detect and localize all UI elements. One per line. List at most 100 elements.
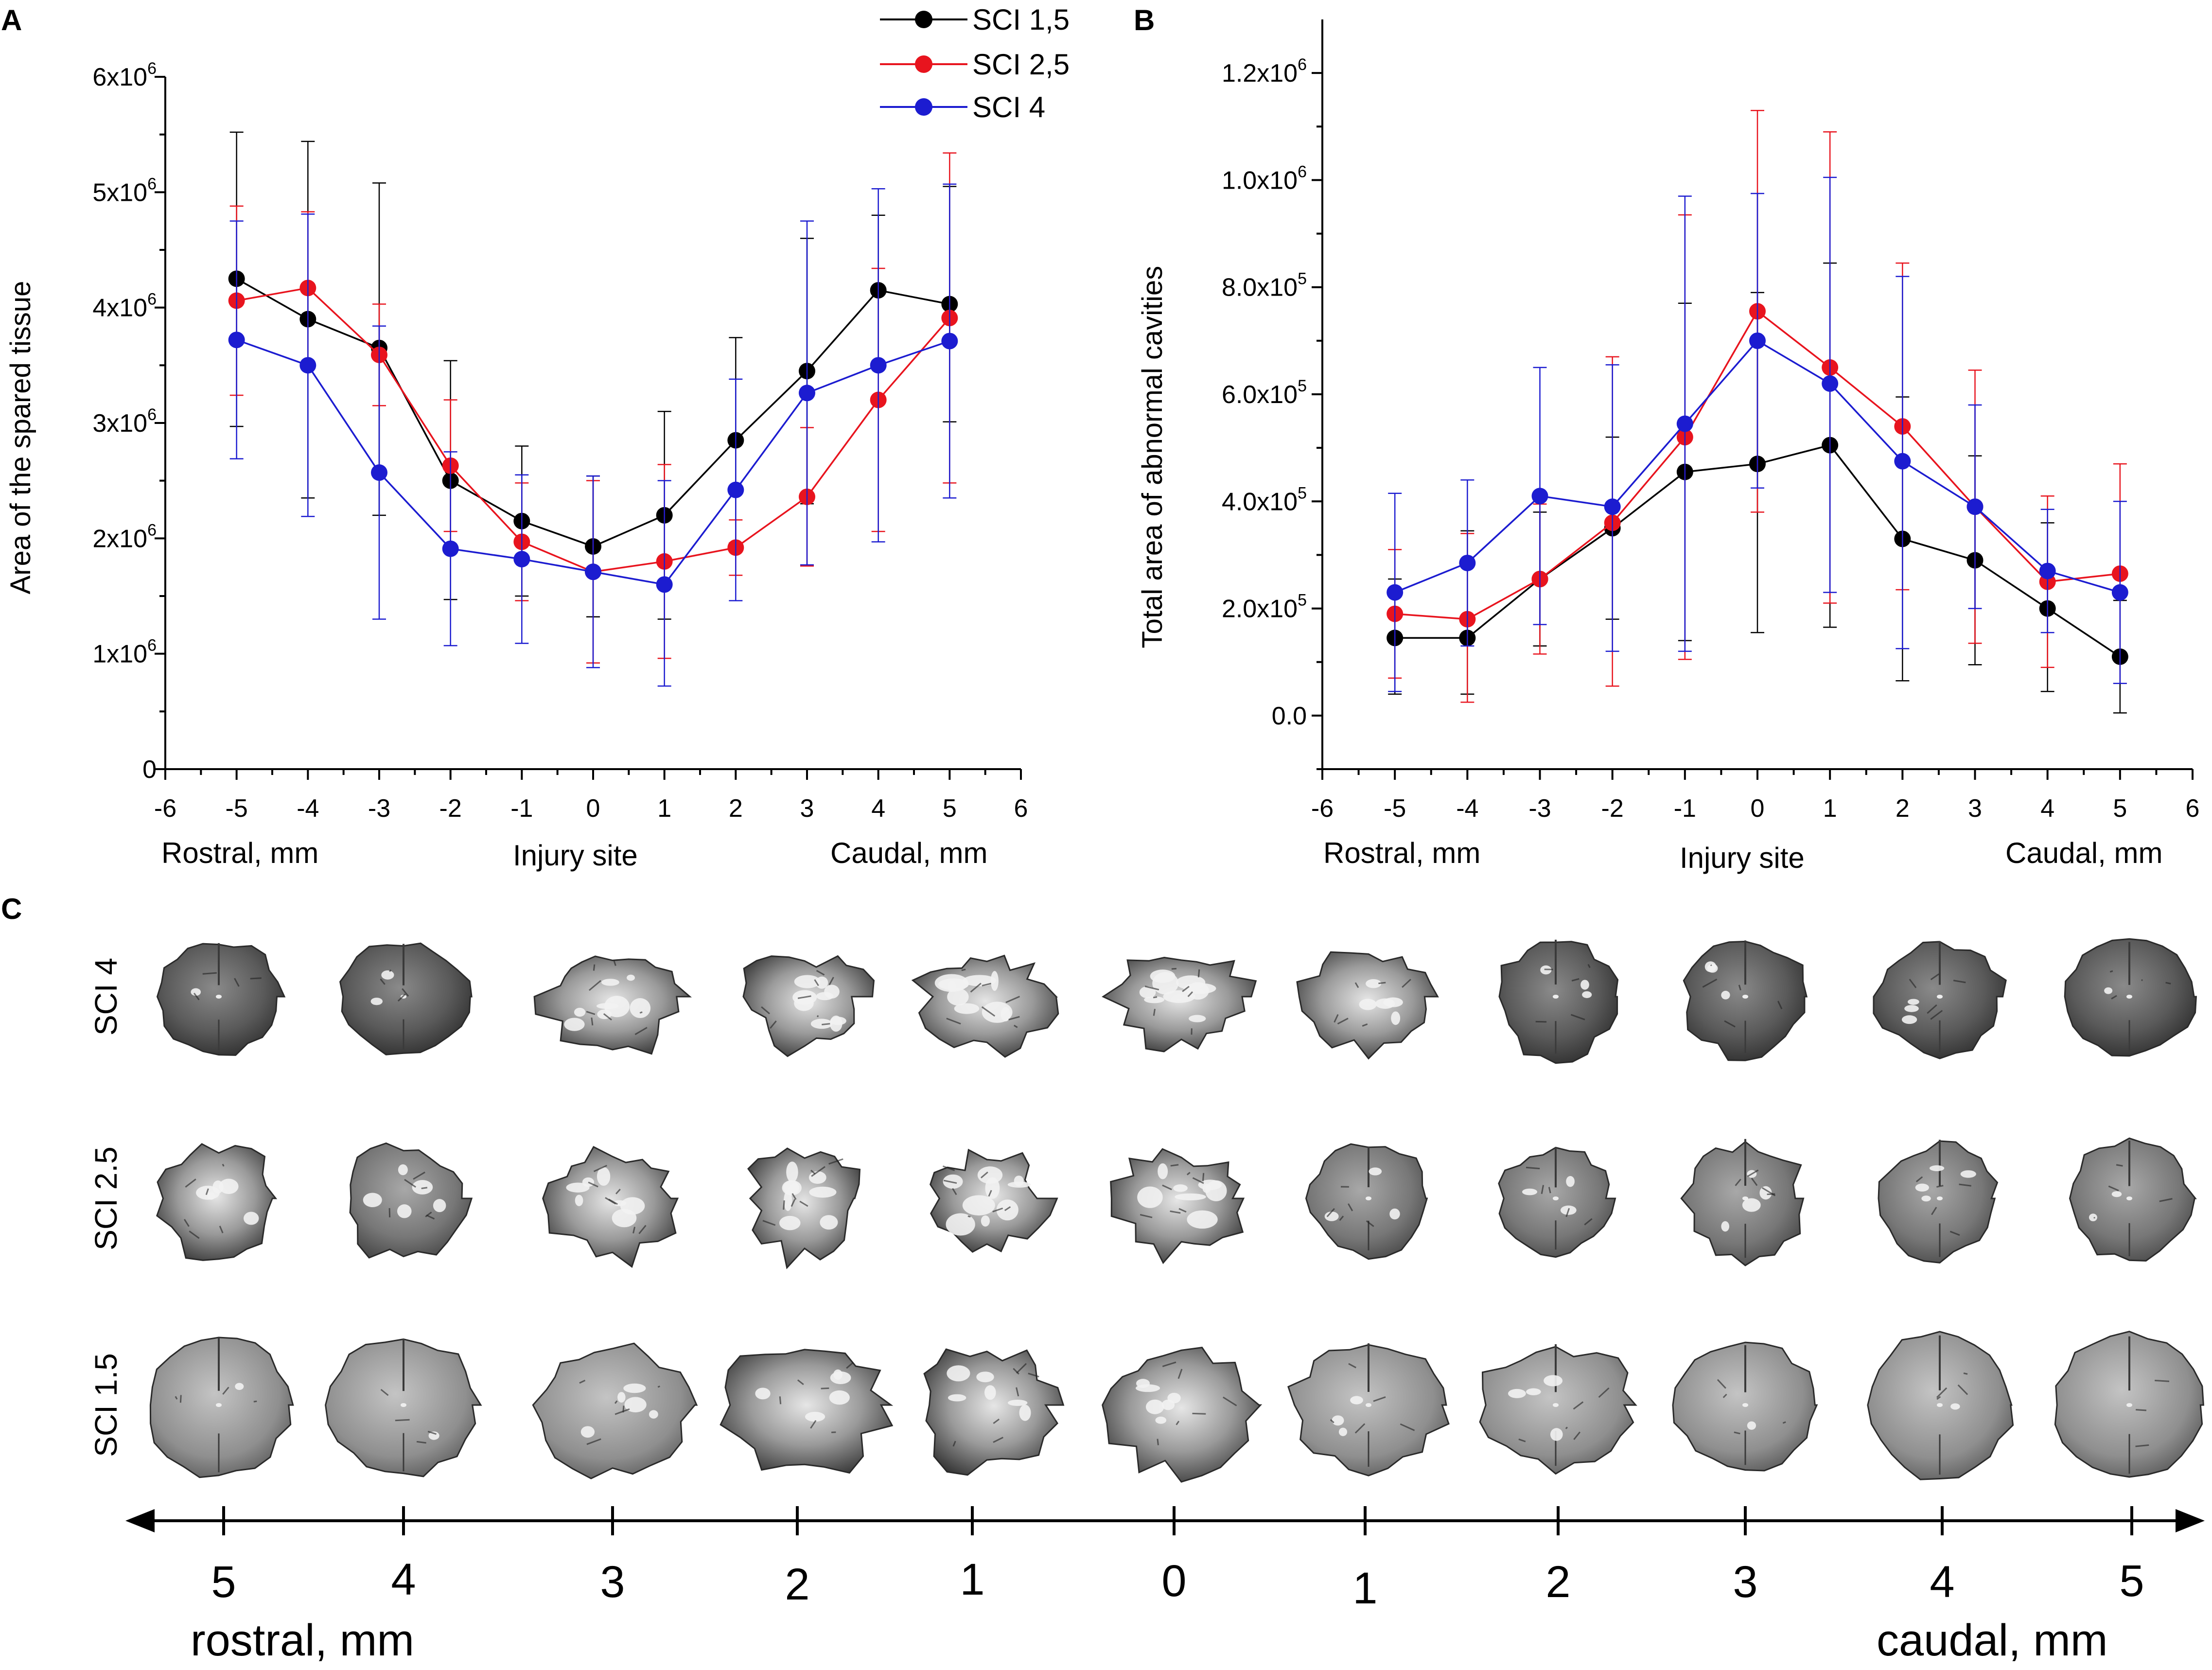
chart-a-point-sci4: [799, 385, 815, 402]
chart-b-x-tick-label: 0: [1751, 794, 1765, 823]
chart-a-xlabel-injury: Injury site: [513, 839, 638, 872]
chart-b-y-tick-label: 1.0x106: [1222, 162, 1307, 194]
position-axis: 5 4 3 2 1 0 1 2 3 4 5: [125, 1506, 2205, 1613]
chart-b-y-tick-label: 1.2x106: [1222, 55, 1307, 88]
chart-a-x-tick-label: -4: [297, 794, 319, 823]
chart-b-point-sci4: [2111, 584, 2128, 601]
spinal-section-3-1: [149, 1336, 294, 1478]
chart-b-x-tick-label: 3: [1968, 794, 1982, 823]
chart-a-x-tick-label: 5: [943, 794, 957, 823]
spinal-section-2-11: [2069, 1137, 2197, 1262]
spinal-section-3-4: [720, 1349, 894, 1474]
chart-a-x-tick-label: -2: [439, 794, 462, 823]
chart-b-y-tick-label: 4.0x105: [1222, 484, 1307, 516]
spinal-section-1-1: [156, 943, 286, 1056]
chart-a-ylabel: Area of the spared tissue: [5, 281, 36, 595]
spinal-section-1-7: [1296, 951, 1439, 1060]
chart-b-point-sci4: [1531, 488, 1548, 505]
chart-b-y-tick-label: 6.0x105: [1222, 377, 1307, 409]
chart-a-x-tick-label: 6: [1014, 794, 1028, 823]
chart-a-y-tick-label: 0: [142, 756, 157, 784]
chart-a-y-tick-label: 5x106: [92, 175, 157, 207]
legend-marker-sci4: [915, 98, 932, 116]
chart-a-y-tick-label: 1x106: [92, 636, 157, 668]
chart-b-ylabel: Total area of abnormal cavities: [1137, 266, 1168, 649]
chart-b-xlabel-rostral: Rostral, mm: [1323, 837, 1480, 869]
chart-a-point-sci4: [442, 540, 459, 557]
row-label-sci15: SCI 1.5: [88, 1353, 123, 1457]
chart-b-xlabel-caudal: Caudal, mm: [2005, 837, 2162, 869]
chart-b-y-tick-label: 2.0x105: [1222, 591, 1307, 623]
panel-label-a: A: [1, 4, 22, 36]
chart-b-x-tick-label: -5: [1384, 794, 1406, 823]
position-tick-label: 1: [1352, 1564, 1377, 1613]
spinal-section-2-8: [1498, 1146, 1616, 1258]
panel-label-b: B: [1134, 4, 1155, 36]
position-tick-label: 5: [211, 1557, 236, 1607]
row-label-sci25: SCI 2.5: [88, 1146, 123, 1250]
legend: SCI 1,5 SCI 2,5 SCI 4: [880, 3, 1070, 123]
spinal-section-2-4: [747, 1147, 861, 1269]
legend-label-sci4: SCI 4: [972, 91, 1045, 123]
chart-a-x-tick-label: -6: [154, 794, 176, 823]
position-tick-label: 4: [391, 1555, 416, 1604]
position-tick-label: 0: [1161, 1556, 1186, 1606]
chart-b-point-sci4: [1822, 375, 1839, 392]
chart-b-point-sci4: [1387, 584, 1404, 601]
spinal-section-1-8: [1498, 939, 1619, 1064]
chart-b-x-tick-label: -4: [1456, 794, 1478, 823]
chart-b-point-sci4: [1676, 415, 1693, 432]
chart-b-x-tick-label: -6: [1311, 794, 1334, 823]
position-tick-label: 2: [1545, 1557, 1570, 1607]
chart-a-x-tick-label: 2: [729, 794, 743, 823]
chart-b-y-tick-label: 0.0: [1272, 702, 1307, 730]
position-tick-label: 2: [785, 1560, 809, 1609]
chart-a-x-tick-label: 1: [657, 794, 671, 823]
spinal-section-3-6: [1102, 1346, 1263, 1483]
spinal-section-3-5: [923, 1348, 1065, 1476]
spinal-section-3-2: [325, 1338, 482, 1477]
chart-b-xlabel-injury: Injury site: [1680, 842, 1805, 874]
chart-a-point-sci4: [585, 563, 601, 580]
spinal-section-1-6: [1102, 956, 1257, 1053]
panel-label-c: C: [1, 893, 22, 925]
position-tick-label: 1: [960, 1555, 984, 1604]
spinal-section-3-7: [1287, 1343, 1450, 1477]
chart-a-x-tick-label: -3: [368, 794, 390, 823]
chart-a-point-sci4: [228, 332, 245, 349]
spinal-section-3-3: [532, 1342, 698, 1479]
chart-a-point-sci4: [941, 333, 958, 350]
spinal-section-1-4: [742, 955, 875, 1057]
spinal-section-3-9: [1672, 1341, 1818, 1472]
chart-a-x-tick-label: -1: [510, 794, 533, 823]
chart-a-point-sci4: [299, 357, 316, 374]
spinal-section-1-5: [911, 954, 1059, 1058]
rostral-label: rostral, mm: [191, 1616, 414, 1665]
spinal-section-2-6: [1110, 1148, 1245, 1265]
position-tick-label: 3: [600, 1557, 625, 1607]
chart-a-xlabel-rostral: Rostral, mm: [161, 837, 318, 869]
chart-a-point-sci4: [727, 481, 744, 498]
chart-a-x-tick-label: 3: [800, 794, 814, 823]
spinal-section-1-2: [339, 942, 473, 1055]
caudal-label: caudal, mm: [1877, 1616, 2108, 1665]
chart-b-point-sci4: [1966, 498, 1984, 515]
chart-a-x-tick-label: -5: [226, 794, 248, 823]
legend-label-sci15: SCI 1,5: [972, 3, 1070, 36]
spinal-section-1-3: [533, 955, 692, 1055]
spinal-section-3-10: [1867, 1331, 2014, 1480]
spinal-section-3-11: [2054, 1331, 2204, 1478]
chart-b-x-tick-label: -2: [1601, 794, 1624, 823]
chart-b-x-tick-label: 1: [1823, 794, 1837, 823]
position-tick-label: 4: [1930, 1557, 1954, 1607]
chart-a-y-tick-label: 6x106: [92, 59, 157, 91]
chart-a-point-sci4: [371, 464, 387, 481]
chart-b-x-tick-label: 4: [2040, 794, 2054, 823]
chart-a: -6 -5 -4 -3 -2 -1 0 1 2 3 4 5 6 0 1x106 2x106 3x106 4x106…: [92, 59, 1028, 823]
chart-b-point-sci4: [1749, 332, 1766, 349]
chart-b-x-tick-label: -1: [1674, 794, 1696, 823]
chart-a-y-tick-label: 2x106: [92, 521, 157, 553]
chart-a-xlabel-caudal: Caudal, mm: [830, 837, 987, 869]
legend-marker-sci15: [915, 11, 932, 28]
